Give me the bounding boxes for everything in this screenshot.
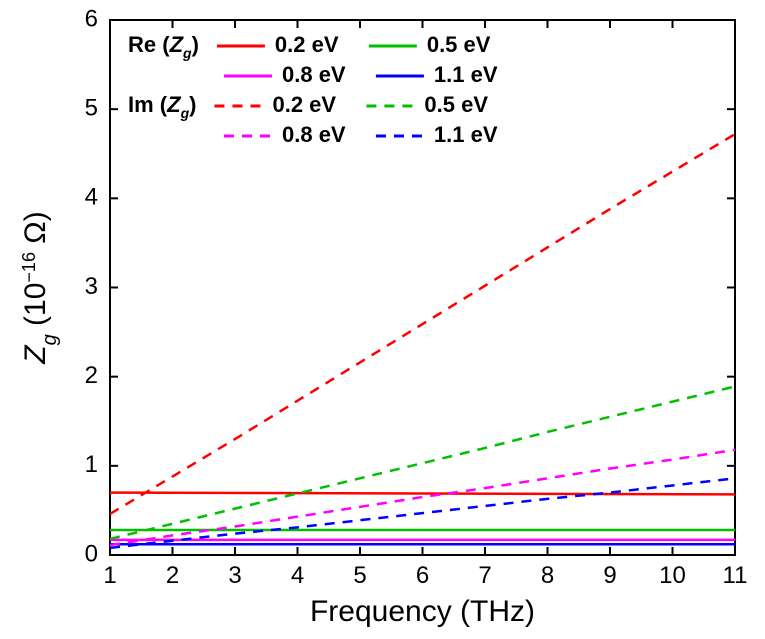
y-tick-label: 0 — [85, 540, 98, 567]
legend-label: 0.5 eV — [424, 92, 488, 117]
series-line — [110, 478, 735, 548]
series-line — [110, 386, 735, 538]
legend-label: 0.2 eV — [275, 32, 339, 57]
legend-label: 1.1 eV — [434, 62, 498, 87]
y-tick-label: 4 — [85, 184, 98, 211]
y-axis-title: Zg (10−16 Ω) — [19, 211, 61, 364]
y-tick-label: 3 — [85, 273, 98, 300]
legend-label: 0.8 eV — [282, 62, 346, 87]
x-tick-label: 5 — [353, 562, 366, 589]
x-axis-title: Frequency (THz) — [310, 595, 535, 628]
chart-container: 12345678910110123456Frequency (THz)Zg (1… — [0, 0, 765, 639]
x-tick-label: 8 — [541, 562, 554, 589]
y-tick-label: 1 — [85, 451, 98, 478]
legend: Re (Zg) 0.2 eV 0.5 eV 0.8 eV 1.1 eV Im (Zg) 0.… — [128, 32, 498, 147]
y-tick-label: 6 — [85, 5, 98, 32]
series-line — [110, 134, 735, 514]
series-group — [110, 134, 735, 548]
series-line — [110, 493, 735, 495]
legend-header: Re (Zg) — [128, 32, 199, 61]
y-tick-label: 2 — [85, 362, 98, 389]
chart-svg: 12345678910110123456Frequency (THz)Zg (1… — [0, 0, 765, 639]
legend-header: Im (Zg) — [128, 92, 196, 121]
plot-frame — [110, 20, 735, 555]
x-tick-label: 9 — [603, 562, 616, 589]
x-tick-label: 10 — [659, 562, 686, 589]
legend-label: 0.2 eV — [272, 92, 336, 117]
legend-label: 0.5 eV — [427, 32, 491, 57]
x-tick-label: 11 — [723, 562, 748, 589]
x-tick-label: 6 — [416, 562, 429, 589]
x-tick-label: 4 — [291, 562, 304, 589]
x-tick-label: 7 — [478, 562, 491, 589]
legend-label: 0.8 eV — [282, 122, 346, 147]
legend-label: 1.1 eV — [434, 122, 498, 147]
x-tick-label: 2 — [166, 562, 179, 589]
x-tick-label: 3 — [228, 562, 241, 589]
y-tick-label: 5 — [85, 95, 98, 122]
x-tick-label: 1 — [103, 562, 116, 589]
